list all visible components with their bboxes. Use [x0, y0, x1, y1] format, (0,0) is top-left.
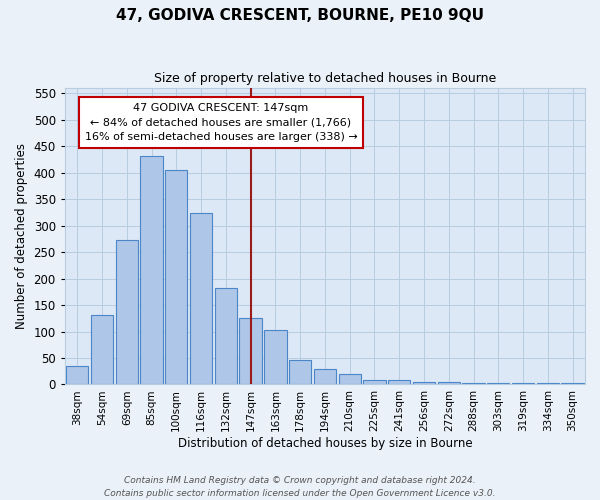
X-axis label: Distribution of detached houses by size in Bourne: Distribution of detached houses by size …	[178, 437, 472, 450]
Bar	[239, 318, 262, 384]
Bar	[264, 330, 287, 384]
Text: Contains HM Land Registry data © Crown copyright and database right 2024.
Contai: Contains HM Land Registry data © Crown c…	[104, 476, 496, 498]
Bar	[215, 288, 237, 384]
Text: 47 GODIVA CRESCENT: 147sqm
← 84% of detached houses are smaller (1,766)
16% of s: 47 GODIVA CRESCENT: 147sqm ← 84% of deta…	[85, 103, 357, 142]
Title: Size of property relative to detached houses in Bourne: Size of property relative to detached ho…	[154, 72, 496, 86]
Bar	[165, 170, 187, 384]
Bar	[190, 214, 212, 384]
Bar	[437, 382, 460, 384]
Bar	[463, 383, 485, 384]
Bar	[314, 368, 336, 384]
Y-axis label: Number of detached properties: Number of detached properties	[15, 144, 28, 330]
Bar	[289, 360, 311, 384]
Bar	[388, 380, 410, 384]
Bar	[66, 366, 88, 384]
Bar	[487, 383, 509, 384]
Bar	[338, 374, 361, 384]
Bar	[140, 156, 163, 384]
Bar	[116, 240, 138, 384]
Text: 47, GODIVA CRESCENT, BOURNE, PE10 9QU: 47, GODIVA CRESCENT, BOURNE, PE10 9QU	[116, 8, 484, 22]
Bar	[91, 314, 113, 384]
Bar	[413, 382, 435, 384]
Bar	[364, 380, 386, 384]
